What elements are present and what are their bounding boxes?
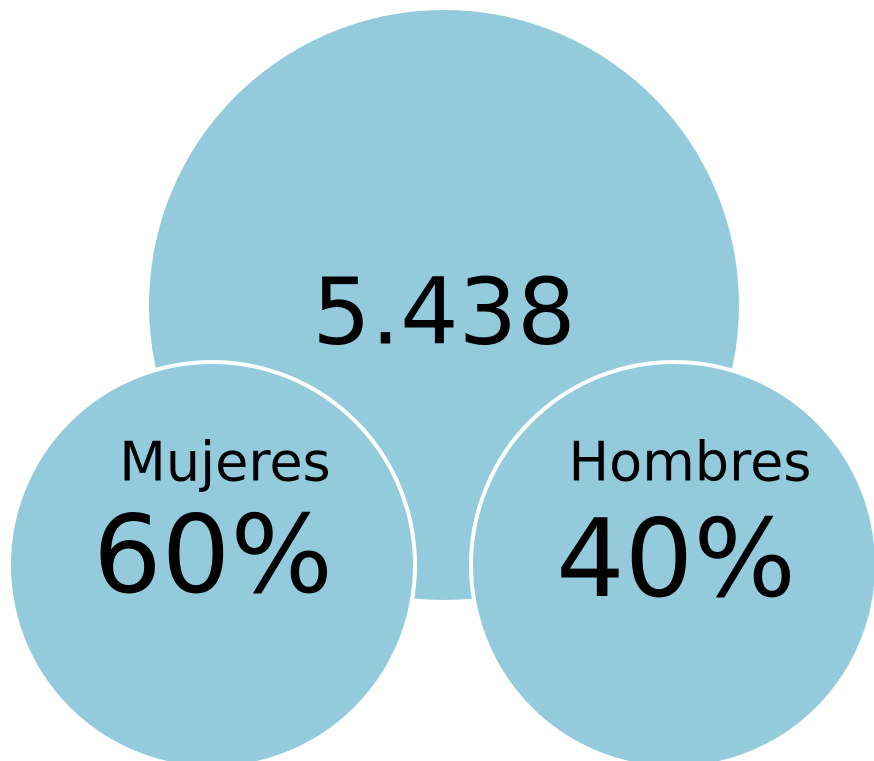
women-label: Mujeres [119,431,330,494]
total-value: 5.438 [312,258,575,365]
men-value: 40% [556,497,796,622]
women-circle [7,360,417,761]
men-circle [469,360,874,761]
women-value: 60% [93,493,333,618]
men-label: Hombres [569,431,812,494]
